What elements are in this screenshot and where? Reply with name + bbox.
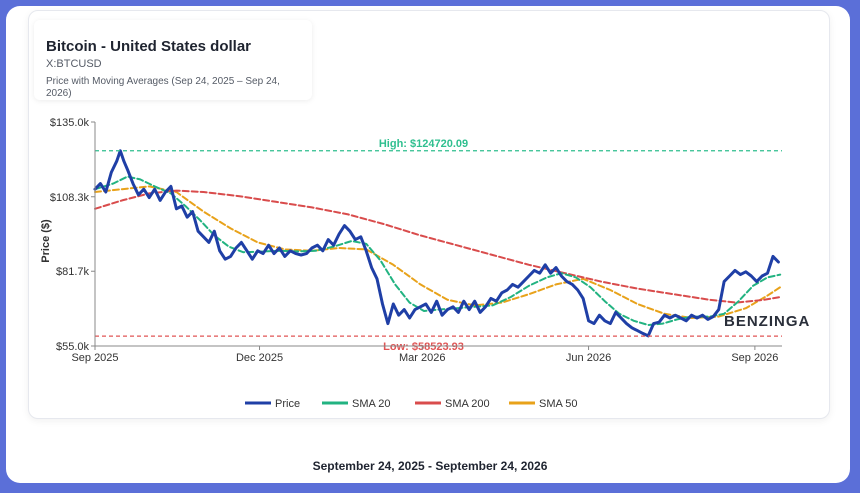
chart-title: Bitcoin - United States dollar: [46, 38, 252, 55]
legend-entry: SMA 20: [352, 398, 391, 410]
x-tick-label: Dec 2025: [236, 352, 283, 364]
high-label: High: $124720.09: [379, 138, 468, 150]
y-tick-label: $81.7k: [56, 266, 90, 278]
legend-entry: SMA 200: [445, 398, 490, 410]
x-tick-label: Sep 2025: [71, 352, 118, 364]
low-label: Low: $58523.93: [383, 341, 464, 353]
x-tick-label: Sep 2026: [731, 352, 778, 364]
title-box: [34, 20, 312, 100]
chart-ticker: X:BTCUSD: [46, 58, 102, 70]
x-tick-label: Jun 2026: [566, 352, 611, 364]
y-tick-label: $55.0k: [56, 341, 90, 353]
y-axis-label: Price ($): [40, 219, 52, 263]
series-line-price: [93, 149, 780, 338]
y-tick-label: $135.0k: [50, 117, 90, 129]
y-tick-label: $108.3k: [50, 192, 90, 204]
legend-entry: Price: [275, 398, 300, 410]
chart-subtitle: Price with Moving Averages (Sep 24, 2025…: [46, 76, 280, 99]
x-tick-label: Mar 2026: [399, 352, 445, 364]
series-line-sma-200: [94, 189, 782, 304]
legend-entry: SMA 50: [539, 398, 578, 410]
series-line-sma-50: [94, 185, 782, 319]
date-range-footer: September 24, 2025 - September 24, 2026: [312, 459, 548, 473]
benzinga-watermark: BENZINGA: [724, 313, 810, 330]
